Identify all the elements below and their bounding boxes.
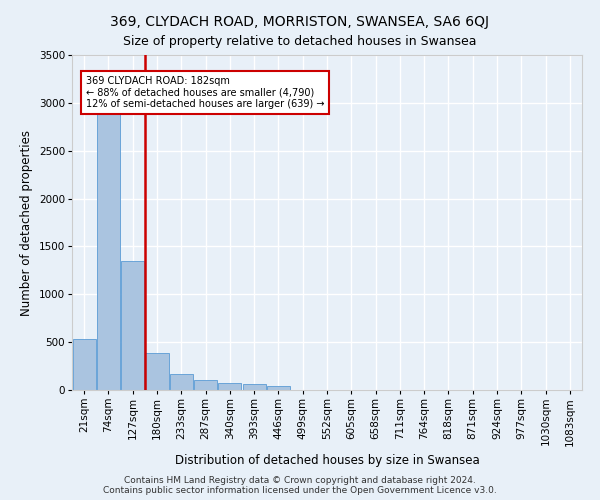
Bar — [145, 352, 169, 390]
X-axis label: Distribution of detached houses by size in Swansea: Distribution of detached houses by size … — [175, 454, 479, 467]
Bar — [218, 383, 241, 390]
Text: 369 CLYDACH ROAD: 182sqm
← 88% of detached houses are smaller (4,790)
12% of sem: 369 CLYDACH ROAD: 182sqm ← 88% of detach… — [86, 76, 325, 110]
Bar — [73, 340, 95, 390]
Bar — [267, 386, 290, 390]
Y-axis label: Number of detached properties: Number of detached properties — [20, 130, 33, 316]
Text: 369, CLYDACH ROAD, MORRISTON, SWANSEA, SA6 6QJ: 369, CLYDACH ROAD, MORRISTON, SWANSEA, S… — [110, 15, 490, 29]
Bar — [121, 261, 144, 390]
Bar — [97, 112, 120, 390]
Bar — [194, 380, 217, 390]
Bar — [170, 374, 193, 390]
Bar — [242, 384, 266, 390]
Text: Size of property relative to detached houses in Swansea: Size of property relative to detached ho… — [123, 35, 477, 48]
Text: Contains HM Land Registry data © Crown copyright and database right 2024.
Contai: Contains HM Land Registry data © Crown c… — [103, 476, 497, 495]
